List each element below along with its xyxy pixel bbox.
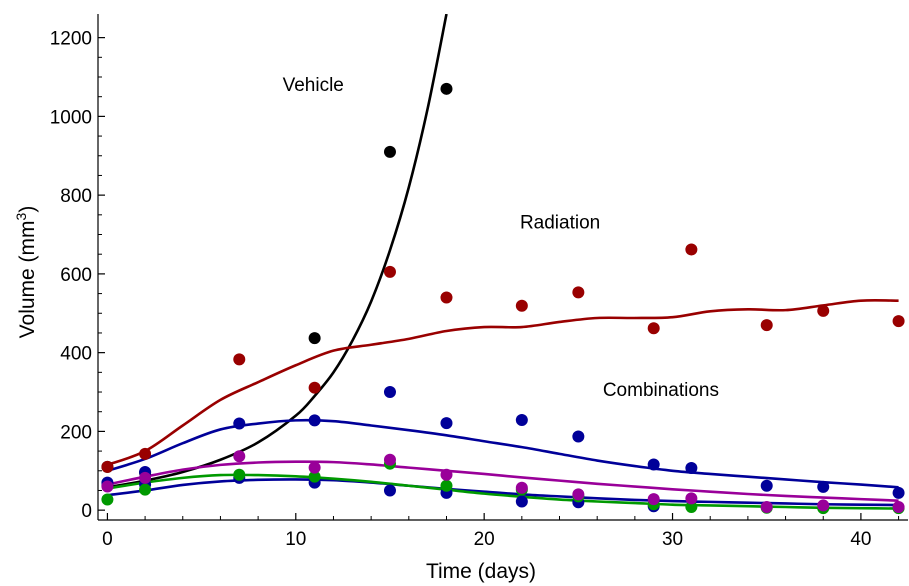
fit-curve-1: [106, 299, 899, 467]
data-point-5: [308, 461, 321, 474]
annotation-label: Radiation: [520, 213, 600, 234]
data-point-5: [647, 493, 660, 506]
x-tick-label: 20: [474, 529, 495, 550]
x-tick-label: 30: [662, 529, 683, 550]
data-point-1: [440, 291, 453, 304]
y-axis-title-tail: ): [16, 206, 39, 213]
data-point-2: [515, 413, 528, 426]
data-point-1: [892, 315, 905, 328]
data-point-3: [383, 484, 396, 497]
data-point-2: [233, 417, 246, 430]
data-point-1: [308, 381, 321, 394]
data-point-1: [685, 243, 698, 256]
data-point-2: [440, 417, 453, 430]
x-tick-label: 40: [850, 529, 871, 550]
data-point-5: [515, 481, 528, 494]
y-tick-label: 0: [81, 501, 92, 522]
fit-curve-3: [107, 478, 899, 507]
data-point-5: [233, 450, 246, 463]
fit-curve-2: [107, 418, 899, 489]
x-tick-label: 10: [285, 529, 306, 550]
data-point-5: [817, 499, 830, 512]
data-point-1: [139, 447, 152, 460]
data-point-1: [572, 286, 585, 299]
x-axis-title: Time (days): [426, 560, 536, 583]
data-point-0: [383, 145, 396, 158]
data-point-2: [572, 430, 585, 443]
y-tick-label: 600: [60, 265, 92, 286]
y-tick-label: 200: [60, 422, 92, 443]
data-point-2: [817, 480, 830, 493]
y-axis-title-superscript: 3: [13, 212, 29, 220]
data-point-4: [139, 483, 152, 496]
y-tick-label: 800: [60, 186, 92, 207]
data-point-2: [308, 414, 321, 427]
data-point-1: [817, 304, 830, 317]
annotations: Vehicle Radiation Combinations: [283, 75, 719, 401]
annotation-label: Vehicle: [283, 75, 344, 96]
x-ticks: 0 10 20 30 40: [102, 513, 900, 550]
data-point-5: [760, 501, 773, 514]
data-point-5: [440, 468, 453, 481]
fitted-curves: [106, 14, 899, 510]
data-point-2: [685, 462, 698, 475]
y-tick-label: 400: [60, 344, 92, 365]
data-point-1: [515, 299, 528, 312]
data-point-5: [383, 453, 396, 466]
data-points: [101, 82, 905, 515]
x-tick-label: 0: [102, 529, 113, 550]
data-point-4: [440, 479, 453, 492]
data-point-5: [139, 471, 152, 484]
data-point-1: [647, 322, 660, 335]
fit-curve-5: [107, 460, 899, 503]
data-point-1: [101, 460, 114, 473]
data-point-3: [515, 495, 528, 508]
y-axis-title: Volume (mm3): [13, 206, 39, 339]
data-point-4: [101, 493, 114, 506]
data-point-2: [892, 486, 905, 499]
data-point-0: [308, 332, 321, 345]
data-point-0: [440, 82, 453, 95]
fit-curve-0: [107, 14, 448, 489]
data-point-4: [308, 470, 321, 483]
y-tick-label: 1200: [50, 29, 92, 50]
data-point-4: [233, 468, 246, 481]
data-point-1: [383, 265, 396, 278]
data-point-4: [685, 501, 698, 514]
data-point-5: [101, 480, 114, 493]
data-point-5: [685, 492, 698, 505]
data-point-1: [760, 319, 773, 332]
data-point-2: [383, 386, 396, 399]
annotation-label: Combinations: [603, 380, 719, 401]
y-ticks: 0 200 400 600 800 1000 1200: [50, 29, 105, 522]
axes: 0 200 400 600 800 1000 1200 0 10 20 30 40: [50, 14, 908, 550]
data-point-2: [760, 479, 773, 492]
data-point-5: [892, 501, 905, 514]
y-axis-title-main: Volume (mm: [16, 220, 39, 338]
y-tick-label: 1000: [50, 107, 92, 128]
data-point-5: [572, 488, 585, 501]
data-point-2: [647, 458, 660, 471]
data-point-1: [233, 353, 246, 366]
